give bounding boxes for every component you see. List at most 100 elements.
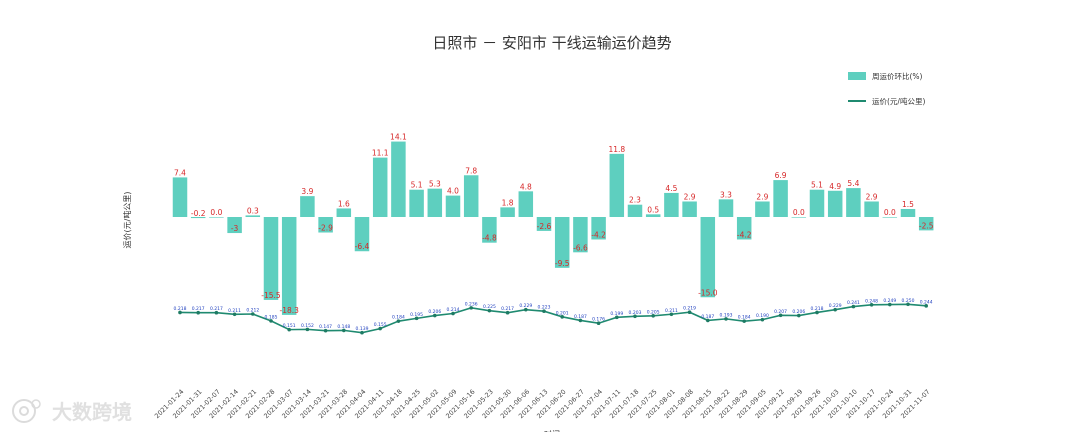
bar: [445, 195, 461, 217]
watermark: 大数跨境: [12, 399, 132, 424]
bar: [736, 217, 752, 240]
bar: [463, 175, 479, 217]
legend-bar-swatch: [848, 72, 866, 80]
line-point: [687, 310, 692, 315]
line-value-label: 0.184: [392, 315, 405, 321]
bar-value-label: 3.9: [301, 187, 313, 196]
line-point: [560, 315, 564, 319]
bar-value-label: 0.0: [210, 208, 222, 217]
bar: [536, 217, 552, 231]
line-point: [524, 307, 528, 312]
y-axis-title: 运价(元/吨公里): [122, 192, 132, 249]
bar: [281, 217, 297, 315]
bar-value-label: 4.9: [829, 182, 841, 191]
bar: [300, 196, 315, 217]
line-value-label: 0.199: [610, 311, 623, 317]
bar-value-label: 14.1: [390, 133, 407, 142]
line-value-label: 0.249: [883, 298, 896, 304]
bar: [791, 217, 807, 218]
bar-value-label: 6.9: [775, 171, 787, 180]
line-value-label: 0.225: [483, 304, 496, 310]
line-value-label: 0.201: [556, 310, 569, 316]
line-value-label: 0.193: [720, 312, 733, 318]
line-point: [888, 302, 892, 307]
bar-value-label: -2.6: [537, 222, 552, 231]
bar: [755, 201, 770, 217]
bar: [172, 177, 188, 217]
line-value-label: 0.148: [337, 324, 350, 330]
bar-value-label: -6.4: [355, 242, 370, 251]
line-point: [360, 330, 364, 335]
line-value-label: 0.205: [647, 309, 660, 315]
legend-bar-label: 周运价环比(%): [872, 71, 923, 81]
bar-value-label: 2.9: [866, 192, 878, 201]
bar: [482, 217, 497, 243]
line-point: [378, 326, 383, 331]
bar: [627, 204, 643, 217]
bar-value-label: -3: [231, 224, 239, 233]
bar-value-label: -4.2: [591, 230, 606, 239]
bar-value-label: 4.8: [520, 182, 532, 191]
bar-value-label: -0.2: [191, 209, 206, 218]
line-point: [833, 307, 837, 312]
line-path: [179, 303, 927, 334]
bar: [718, 199, 734, 217]
line-point: [414, 316, 419, 321]
line-point: [596, 321, 601, 326]
bar: [391, 141, 406, 217]
logo-icon: [12, 399, 41, 423]
bar-value-label: 5.1: [411, 181, 423, 190]
x-axis-title: 时间: [544, 429, 560, 432]
line-point: [269, 319, 273, 323]
line-value-label: 0.217: [210, 306, 223, 312]
line-point: [906, 302, 910, 307]
bar-value-label: 7.8: [465, 166, 477, 175]
line-point: [251, 312, 255, 316]
line-value-label: 0.155: [374, 322, 387, 328]
bar-value-label: 0.0: [793, 208, 805, 217]
line-value-label: 0.147: [319, 324, 332, 330]
bar-value-label: 2.9: [756, 192, 768, 201]
line-point: [651, 314, 655, 318]
line-point: [542, 309, 546, 313]
line-point: [724, 317, 728, 321]
bar: [591, 217, 606, 240]
bar: [682, 201, 697, 217]
line-point: [851, 304, 856, 309]
line-point: [706, 318, 710, 323]
line-value-label: 0.211: [228, 308, 241, 314]
line-point: [742, 319, 746, 323]
bar: [882, 217, 898, 218]
bar-value-label: 2.9: [684, 192, 696, 201]
line-point: [869, 302, 874, 307]
bar-value-label: 0.0: [884, 208, 896, 217]
bar: [209, 217, 224, 218]
line-point: [797, 313, 801, 318]
line-value-label: 0.229: [829, 303, 842, 309]
line-value-label: 0.151: [283, 323, 296, 329]
bar-value-label: 7.4: [174, 168, 186, 177]
line-value-label: 0.211: [665, 308, 678, 314]
line-value-label: 0.248: [865, 298, 878, 304]
line-value-label: 0.203: [629, 310, 642, 316]
line-point: [232, 312, 237, 317]
line-point: [760, 317, 765, 322]
legend[interactable]: 周运价环比(%) 运价(元/吨公里): [848, 71, 925, 106]
line-point: [451, 311, 455, 316]
line-value-label: 0.229: [519, 303, 532, 309]
bar: [554, 217, 570, 268]
line-value-label: 0.206: [792, 309, 805, 315]
line-value-label: 0.236: [465, 301, 478, 307]
line-value-label: 0.185: [265, 314, 278, 320]
line-value-label: 0.212: [246, 308, 259, 314]
legend-line-label: 运价(元/吨公里): [872, 96, 925, 106]
bar: [609, 153, 625, 217]
line-value-label: 0.207: [774, 309, 787, 315]
line-point: [505, 310, 510, 315]
bar: [190, 217, 206, 219]
line-point: [778, 313, 783, 318]
line-point: [396, 319, 401, 323]
bar: [336, 208, 352, 217]
line-value-label: 0.206: [428, 309, 441, 315]
